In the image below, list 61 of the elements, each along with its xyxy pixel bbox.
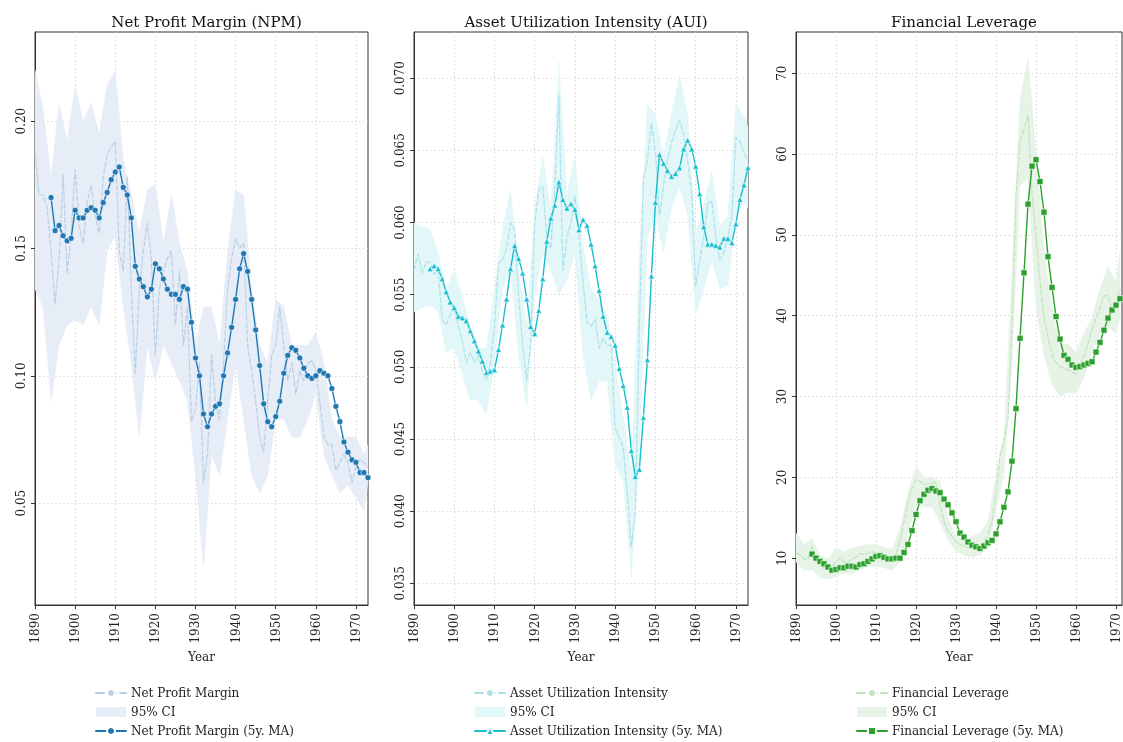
legend-label: Net Profit Margin (131, 686, 240, 700)
y-tick-label: 40 (775, 308, 789, 324)
y-tick-label: 0.20 (14, 107, 28, 135)
legend-label: Asset Utilization Intensity (509, 686, 669, 700)
y-tick-label: 20 (775, 469, 789, 485)
x-tick-label: 1890 (407, 613, 421, 644)
x-tick-label: 1940 (989, 613, 1003, 644)
y-tick-label: 0.055 (393, 277, 407, 312)
x-tick-label: 1890 (789, 613, 803, 644)
x-tick-label: 1930 (567, 613, 582, 644)
x-tick-label: 1960 (308, 613, 323, 644)
y-tick-label: 0.045 (393, 421, 407, 457)
x-tick-label: 1900 (829, 613, 843, 644)
legend-label: 95% CI (510, 705, 555, 719)
legend-label: Asset Utilization Intensity (5y. MA) (509, 724, 723, 738)
x-tick-label: 1900 (447, 613, 462, 644)
y-tick-label: 0.060 (393, 205, 407, 240)
x-tick-label: 1930 (949, 613, 963, 644)
x-tick-label: 1950 (1029, 613, 1043, 644)
chart-title: Financial Leverage (891, 12, 1038, 31)
x-tick-label: 1920 (909, 613, 923, 644)
y-tick-label: 0.035 (393, 566, 407, 601)
y-tick-label: 0.05 (14, 489, 28, 517)
x-tick-label: 1970 (348, 613, 363, 644)
x-tick-label: 1950 (268, 613, 283, 644)
y-tick-label: 0.070 (393, 61, 407, 96)
y-tick-label: 50 (775, 227, 789, 243)
x-axis-title: Year (187, 650, 216, 665)
x-tick-label: 1930 (188, 613, 203, 644)
y-tick-label: 0.065 (393, 133, 407, 168)
x-tick-label: 1910 (487, 613, 502, 644)
chart-title: Asset Utilization Intensity (AUI) (463, 12, 708, 31)
legend-label: 95% CI (131, 705, 176, 719)
x-tick-label: 1890 (28, 613, 42, 644)
x-tick-label: 1950 (648, 613, 663, 644)
x-tick-label: 1940 (228, 613, 243, 644)
y-tick-label: 30 (775, 388, 789, 405)
y-tick-label: 0.040 (393, 494, 407, 529)
x-tick-label: 1960 (1069, 613, 1083, 644)
x-tick-label: 1960 (688, 613, 703, 644)
y-tick-label: 60 (775, 146, 789, 162)
legend-label: Financial Leverage (892, 686, 1009, 700)
x-axis-title: Year (566, 650, 595, 665)
y-tick-label: 70 (775, 65, 789, 81)
x-tick-label: 1940 (608, 613, 623, 644)
y-tick-label: 10 (775, 550, 789, 566)
legend-label: Net Profit Margin (5y. MA) (131, 724, 294, 738)
x-tick-label: 1970 (1109, 613, 1123, 644)
y-tick-label: 0.050 (393, 349, 407, 385)
legend-label: Financial Leverage (5y. MA) (892, 724, 1064, 738)
y-tick-label: 0.10 (14, 362, 28, 390)
x-tick-label: 1970 (728, 613, 743, 644)
x-tick-label: 1910 (108, 613, 123, 644)
y-tick-label: 0.15 (14, 235, 28, 262)
x-tick-label: 1920 (527, 613, 542, 644)
legend-label: 95% CI (892, 705, 937, 719)
x-tick-label: 1920 (148, 613, 163, 644)
x-tick-label: 1910 (869, 613, 883, 644)
chart-title: Net Profit Margin (NPM) (111, 12, 302, 31)
x-axis-title: Year (944, 650, 973, 665)
x-tick-label: 1900 (68, 613, 83, 644)
